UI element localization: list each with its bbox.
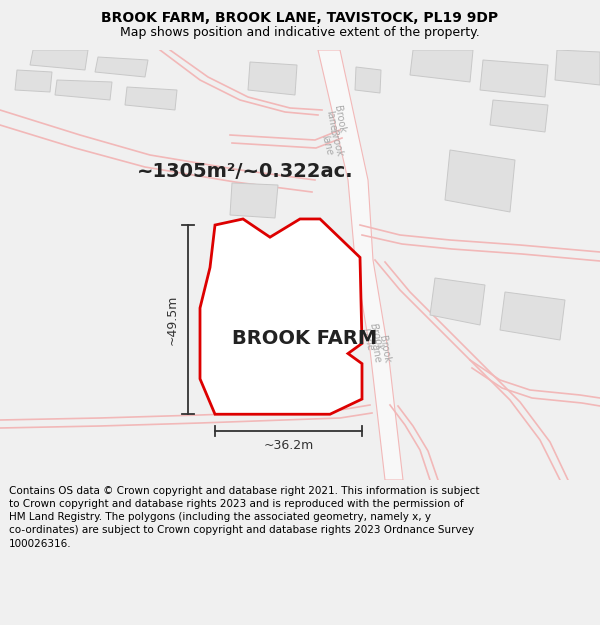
Polygon shape [30, 50, 88, 70]
Polygon shape [125, 87, 177, 110]
Polygon shape [430, 278, 485, 325]
Polygon shape [55, 80, 112, 100]
Text: ~49.5m: ~49.5m [166, 294, 179, 345]
Text: ~1305m²/~0.322ac.: ~1305m²/~0.322ac. [137, 162, 353, 181]
Polygon shape [480, 60, 548, 97]
Polygon shape [355, 67, 381, 93]
Text: ~36.2m: ~36.2m [263, 439, 314, 452]
Text: BROOK FARM: BROOK FARM [232, 329, 377, 348]
Polygon shape [490, 100, 548, 132]
Polygon shape [445, 150, 515, 212]
Polygon shape [410, 50, 473, 82]
Polygon shape [248, 62, 297, 95]
Text: Brook
Lane: Brook Lane [368, 334, 392, 366]
Text: Contains OS data © Crown copyright and database right 2021. This information is : Contains OS data © Crown copyright and d… [9, 486, 479, 549]
Polygon shape [200, 219, 362, 414]
Text: Brook
Lane: Brook Lane [359, 322, 385, 354]
Polygon shape [95, 57, 148, 77]
Polygon shape [15, 70, 52, 92]
Polygon shape [500, 292, 565, 340]
Text: Map shows position and indicative extent of the property.: Map shows position and indicative extent… [120, 26, 480, 39]
Text: Brook
lane: Brook lane [319, 128, 345, 160]
Text: Brook
lane: Brook lane [323, 104, 347, 136]
Polygon shape [318, 50, 403, 480]
Polygon shape [555, 50, 600, 85]
Polygon shape [230, 183, 278, 218]
Text: BROOK FARM, BROOK LANE, TAVISTOCK, PL19 9DP: BROOK FARM, BROOK LANE, TAVISTOCK, PL19 … [101, 11, 499, 25]
